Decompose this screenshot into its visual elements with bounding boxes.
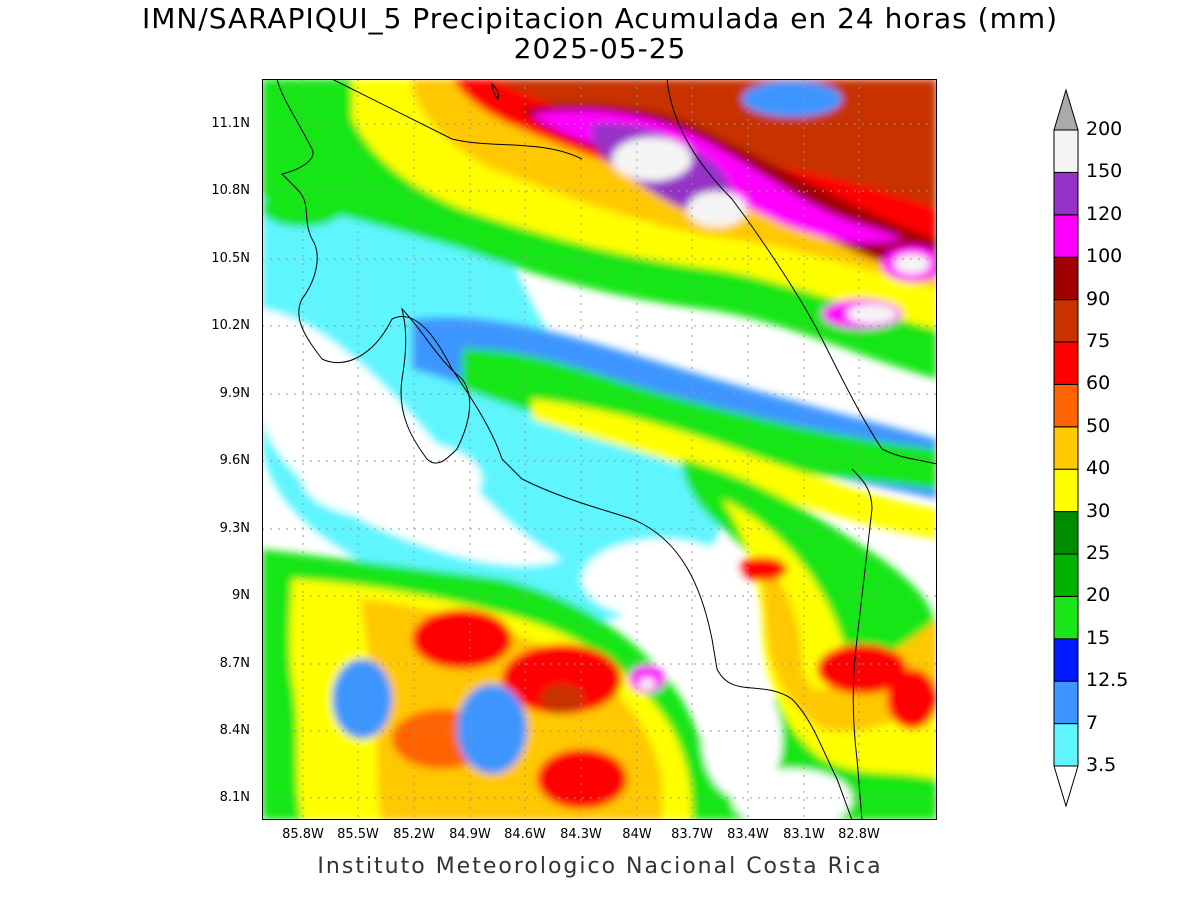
legend-value: 60 xyxy=(1086,372,1111,395)
lon-label: 85.5W xyxy=(337,827,379,842)
legend-value: 30 xyxy=(1086,499,1111,522)
legend-value: 50 xyxy=(1086,414,1111,437)
lat-label: 8.4N xyxy=(219,723,250,738)
lat-label: 11.1N xyxy=(211,116,250,131)
lon-label: 84.3W xyxy=(560,827,602,842)
legend-swatch xyxy=(1053,171,1079,216)
lon-label: 85.2W xyxy=(393,827,435,842)
lon-label: 85.8W xyxy=(282,827,324,842)
legend-swatch xyxy=(1053,638,1079,682)
lon-label: 84.6W xyxy=(504,827,546,842)
lon-label: 82.8W xyxy=(838,827,880,842)
map-title: IMN/SARAPIQUI_5 Precipitacion Acumulada … xyxy=(141,2,1059,35)
legend-value: 25 xyxy=(1086,542,1111,564)
legend-swatch xyxy=(1053,129,1079,173)
precipitation-map xyxy=(262,79,937,820)
color-legend xyxy=(1053,88,1079,808)
lat-label: 10.5N xyxy=(211,251,250,266)
legend-value: 20 xyxy=(1086,584,1111,607)
lon-label: 84.9W xyxy=(449,827,491,842)
legend-swatch xyxy=(1053,595,1079,640)
legend-swatch xyxy=(1053,468,1079,513)
legend-value: 120 xyxy=(1086,202,1123,225)
legend-value: 40 xyxy=(1086,457,1111,480)
lon-label: 83.7W xyxy=(671,827,713,842)
lat-label: 10.2N xyxy=(211,318,250,333)
legend-arrow-low xyxy=(1053,765,1079,808)
footer-credit: Instituto Meteorologico Nacional Costa R… xyxy=(317,854,883,879)
lat-label: 9N xyxy=(232,588,250,603)
legend-swatch xyxy=(1053,214,1079,258)
legend-value: 90 xyxy=(1086,287,1111,310)
legend-value: 100 xyxy=(1086,245,1123,268)
lat-label: 10.8N xyxy=(211,183,250,198)
lon-label: 84W xyxy=(622,827,652,842)
legend-swatch xyxy=(1053,426,1079,470)
legend-swatch xyxy=(1053,299,1079,343)
map-date: 2025-05-25 xyxy=(513,32,687,65)
legend-swatch xyxy=(1053,723,1079,767)
lat-label: 8.7N xyxy=(219,656,250,671)
lat-label: 9.9N xyxy=(219,386,250,401)
map-frame xyxy=(262,79,937,820)
lon-label: 83.4W xyxy=(727,827,769,842)
lat-label: 9.3N xyxy=(219,521,250,536)
legend-swatch xyxy=(1053,256,1079,301)
legend-value: 3.5 xyxy=(1086,754,1117,776)
legend-value: 150 xyxy=(1086,160,1123,183)
legend-value: 15 xyxy=(1086,626,1111,649)
legend-value: 12.5 xyxy=(1086,669,1129,692)
legend-value: 75 xyxy=(1086,330,1111,352)
lat-label: 8.1N xyxy=(219,790,250,805)
legend-arrow-high xyxy=(1053,88,1079,131)
legend-swatch xyxy=(1053,383,1079,428)
legend-swatch xyxy=(1053,553,1079,597)
legend-swatch xyxy=(1053,680,1079,725)
legend-value: 7 xyxy=(1086,711,1099,734)
legend-swatch xyxy=(1053,511,1079,555)
legend-value: 200 xyxy=(1086,118,1123,140)
lat-label: 9.6N xyxy=(219,453,250,468)
lon-label: 83.1W xyxy=(783,827,825,842)
legend-swatch xyxy=(1053,341,1079,385)
